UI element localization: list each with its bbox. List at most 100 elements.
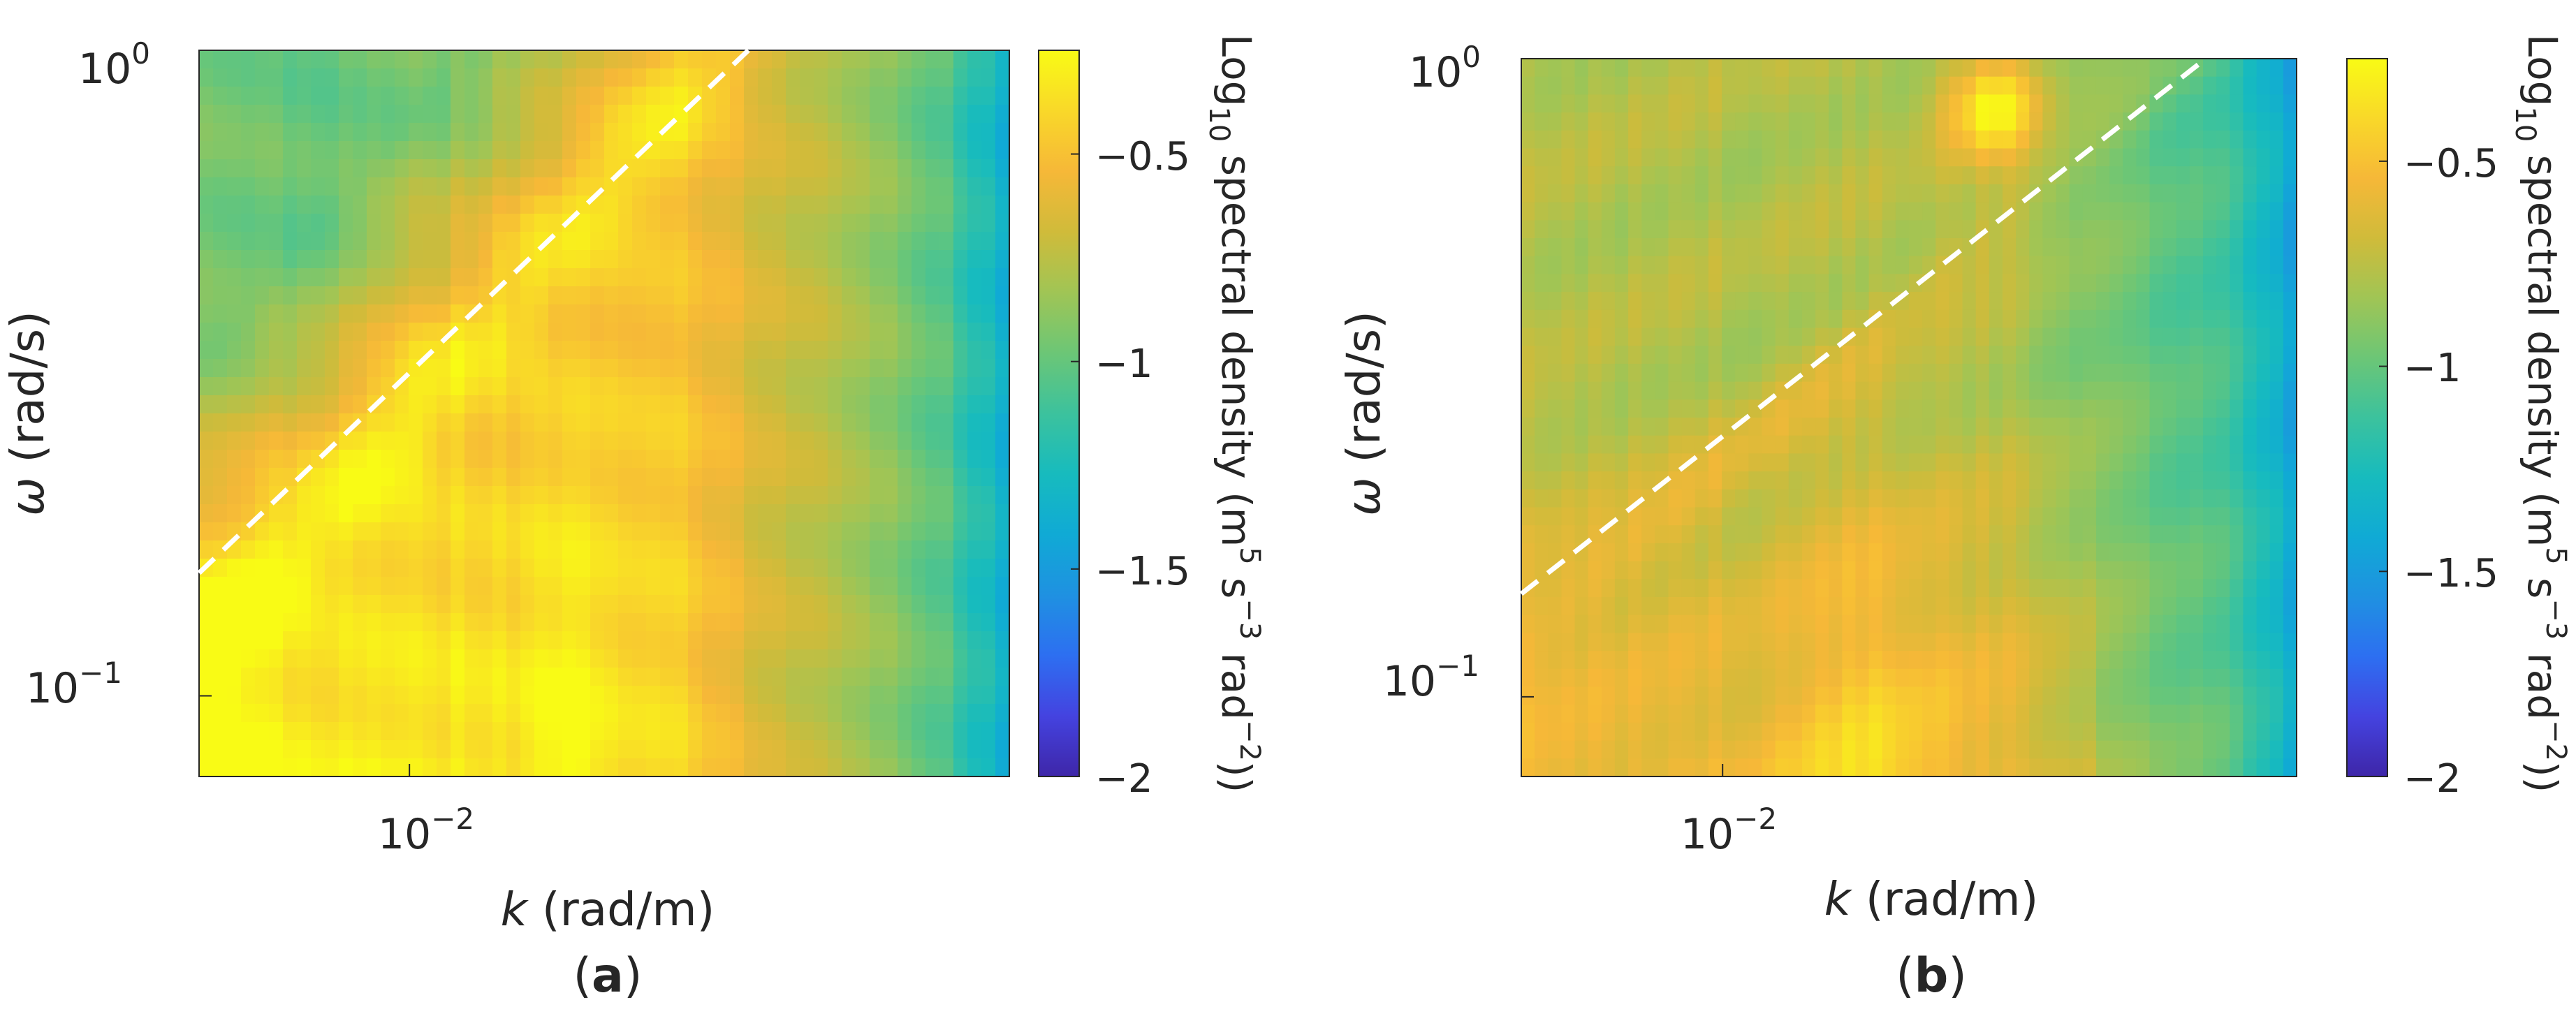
heatmap-b-cell (1641, 614, 1655, 633)
heatmap-b-cell (2189, 256, 2204, 274)
heatmap-b-cell (2042, 561, 2057, 580)
heatmap-b-cell (2029, 597, 2043, 616)
colorbar-label-a: Log10 spectral density (m5 s−3 rad−2)) (1203, 34, 1266, 793)
heatmap-b-cell (1895, 112, 1910, 131)
heatmap-a-cell (744, 395, 759, 414)
heatmap-a-cell (967, 268, 982, 287)
heatmap-b-cell (2243, 238, 2257, 257)
heatmap-a-cell (311, 123, 325, 142)
heatmap-b-cell (1695, 309, 1709, 329)
heatmap-a-cell (981, 758, 996, 777)
heatmap-b-cell (1868, 346, 1883, 365)
heatmap-a-cell (395, 141, 409, 160)
heatmap-b-cell (2136, 633, 2151, 652)
heatmap-a-cell (842, 377, 856, 396)
heatmap-b-cell (1601, 399, 1616, 418)
heatmap-b-cell (1722, 525, 1736, 544)
heatmap-a-cell (548, 323, 563, 341)
heatmap-b-cell (1561, 76, 1576, 95)
heatmap-b-cell (1788, 202, 1803, 221)
heatmap-b-cell (2230, 202, 2244, 221)
heatmap-a-cell (660, 704, 675, 723)
heatmap-b-cell (2283, 614, 2297, 633)
heatmap-a-cell (423, 50, 437, 69)
heatmap-a-cell (828, 468, 842, 487)
heatmap-b-cell (1829, 346, 1843, 365)
heatmap-a-cell (967, 250, 982, 269)
heatmap-a-cell (213, 468, 228, 487)
heatmap-b-cell (1681, 94, 1696, 113)
heatmap-a-cell (269, 177, 284, 196)
heatmap-a-cell (618, 468, 633, 487)
heatmap-a-cell (520, 504, 535, 523)
heatmap-b-cell (1949, 597, 1963, 616)
heatmap-b-cell (1641, 507, 1655, 526)
heatmap-b-cell (2283, 758, 2297, 777)
heatmap-a-cell (534, 668, 549, 686)
heatmap-a-cell (939, 613, 954, 632)
heatmap-b-cell (1601, 381, 1616, 400)
heatmap-a-cell (912, 468, 926, 487)
heatmap-b-cell (2029, 507, 2043, 526)
heatmap-b-cell (1868, 722, 1883, 742)
heatmap-a-cell (674, 341, 689, 360)
heatmap-b-cell (2002, 651, 2017, 670)
heatmap-b-cell (2189, 525, 2204, 544)
heatmap-a-cell (981, 413, 996, 432)
heatmap-a-cell (506, 504, 521, 523)
heatmap-a-cell (311, 87, 325, 105)
heatmap-b-cell (2056, 220, 2070, 239)
heatmap-b-cell (1788, 651, 1803, 670)
heatmap-b-cell (1842, 76, 1857, 95)
heatmap-a-cell (995, 286, 1010, 305)
heatmap-b-cell (2042, 740, 2057, 759)
heatmap-a-cell (451, 595, 465, 614)
heatmap-a-cell (828, 486, 842, 505)
heatmap-a-cell (674, 668, 689, 686)
heatmap-a-cell (744, 668, 759, 686)
heatmap-a-cell (339, 304, 353, 323)
heatmap-a-cell (856, 631, 870, 650)
heatmap-b-cell (1788, 453, 1803, 472)
heatmap-a-cell (884, 286, 898, 305)
heatmap-a-cell (297, 341, 312, 360)
heatmap-a-cell (758, 432, 773, 450)
heatmap-a-cell (786, 268, 800, 287)
heatmap-a-cell (702, 250, 717, 269)
heatmap-b-cell (2123, 166, 2137, 185)
heatmap-a-cell (856, 123, 870, 142)
heatmap-b-cell (1708, 489, 1722, 508)
heatmap-b-cell (2256, 471, 2271, 490)
heatmap-b-cell (2069, 309, 2084, 329)
heatmap-b-cell (2109, 59, 2123, 78)
heatmap-a-cell (478, 359, 493, 378)
heatmap-b-cell (1962, 722, 1977, 742)
heatmap-b-cell (2002, 94, 2017, 113)
heatmap-b-cell (2256, 418, 2271, 436)
heatmap-b-cell (1909, 579, 1923, 598)
heatmap-b-cell (1949, 184, 1963, 203)
heatmap-b-cell (1695, 722, 1709, 742)
heatmap-b-cell (1842, 274, 1857, 293)
heatmap-a-cell (353, 686, 367, 705)
heatmap-b-cell (1614, 471, 1629, 490)
heatmap-b-cell (2203, 184, 2217, 203)
heatmap-a-cell (297, 304, 312, 323)
heatmap-a-cell (995, 595, 1010, 614)
heatmap-a-cell (492, 377, 507, 396)
heatmap-a-cell (674, 613, 689, 632)
heatmap-a-cell (227, 468, 242, 487)
heatmap-a-cell (604, 740, 619, 759)
heatmap-b-cell (1882, 507, 1896, 526)
heatmap-a-cell (953, 123, 968, 142)
heatmap-b-cell (2029, 130, 2043, 149)
heatmap-b-cell (2283, 59, 2297, 78)
heatmap-b-cell (2283, 166, 2297, 185)
heatmap-a-cell (828, 123, 842, 142)
heatmap-b-cell (2109, 705, 2123, 723)
heatmap-a-cell (660, 341, 675, 360)
heatmap-a-cell (395, 232, 409, 251)
heatmap-a-cell (716, 504, 731, 523)
heatmap-a-cell (590, 432, 605, 450)
